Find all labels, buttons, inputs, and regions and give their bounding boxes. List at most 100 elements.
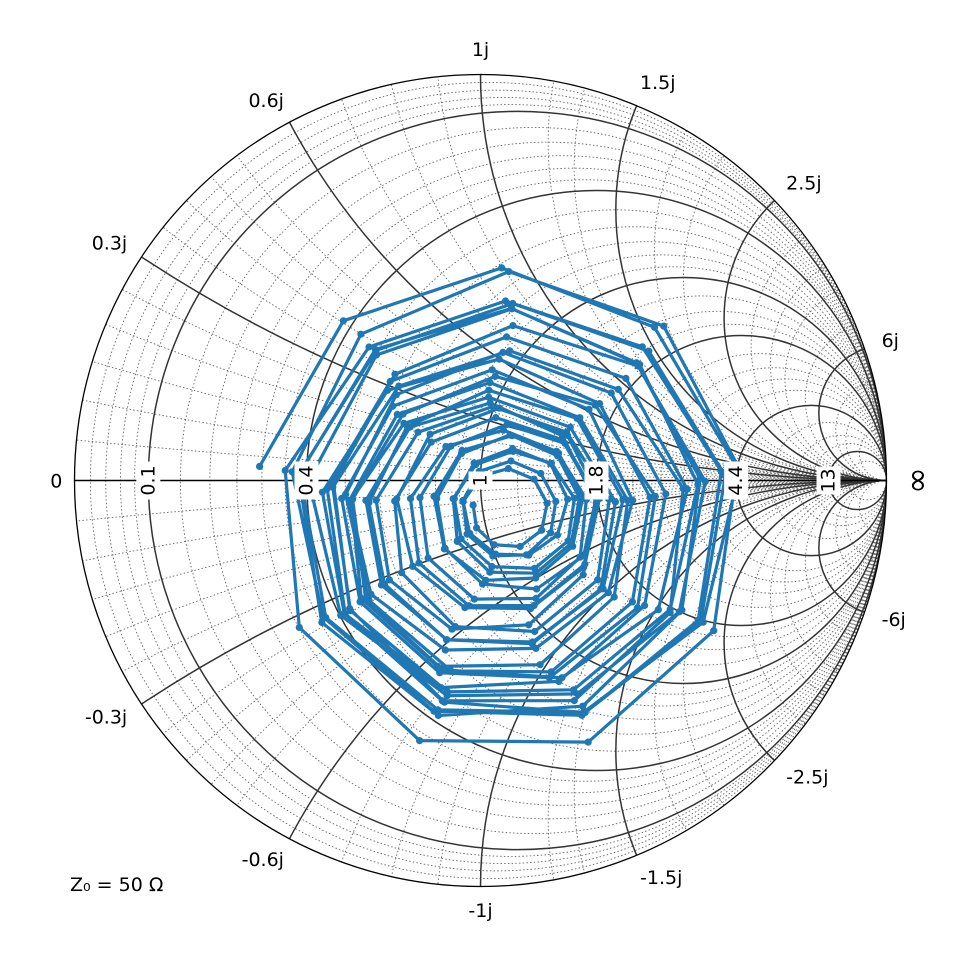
data-point (580, 552, 588, 560)
data-point (675, 608, 683, 616)
data-point (377, 581, 385, 589)
data-point (495, 355, 503, 363)
data-point (450, 495, 458, 503)
data-point (424, 554, 432, 562)
data-point (614, 385, 622, 393)
data-point (488, 403, 497, 411)
data-point (441, 646, 449, 654)
minor-reactance-arc (74, 74, 887, 481)
data-point (437, 684, 445, 692)
data-point (491, 372, 499, 380)
minor-reactance-arc (784, 480, 887, 684)
data-point (384, 386, 392, 394)
resistance-label: 13 (818, 468, 840, 492)
data-point (318, 618, 326, 627)
data-point (660, 322, 668, 330)
data-point (579, 571, 587, 579)
data-point (536, 661, 544, 669)
data-point (697, 618, 705, 626)
reactance-label: 6j (882, 330, 899, 352)
data-point (338, 494, 346, 502)
data-point (451, 623, 459, 631)
data-point (509, 299, 517, 308)
data-point (416, 737, 424, 745)
minor-reactance-arc (835, 480, 887, 583)
data-point (531, 564, 539, 573)
data-point (501, 297, 510, 305)
data-point (357, 330, 365, 338)
data-point (498, 264, 506, 272)
data-point (610, 593, 618, 601)
data-point (434, 662, 442, 671)
data-point (508, 305, 516, 313)
data-point (710, 627, 718, 635)
data-point (459, 498, 467, 506)
minor-reactance-arc (74, 74, 887, 481)
data-point (638, 343, 646, 351)
data-point (318, 488, 326, 496)
data-point (654, 606, 662, 614)
data-point (509, 322, 517, 330)
resistance-label-bg (136, 461, 161, 500)
data-point (347, 496, 355, 504)
data-point (372, 496, 380, 504)
data-point (538, 526, 546, 534)
data-point (443, 688, 452, 696)
data-point (547, 529, 555, 537)
data-point (495, 404, 504, 412)
resistance-label: 1.8 (586, 465, 608, 495)
data-point (406, 494, 415, 503)
data-point (522, 551, 531, 559)
data-point (490, 541, 498, 549)
resistance-label-bg (724, 461, 749, 500)
data-point (406, 423, 414, 431)
data-point (531, 627, 539, 636)
data-point (585, 405, 593, 413)
minor-reactance-arc (654, 74, 887, 481)
data-point (414, 428, 422, 436)
data-point (329, 483, 337, 491)
minor-reactance-arc (434, 74, 887, 481)
reactance-label: 1j (472, 39, 489, 61)
data-point (482, 576, 490, 584)
data-point (633, 604, 642, 612)
data-point (666, 609, 674, 617)
data-point (492, 414, 500, 422)
data-point (591, 401, 600, 409)
data-point (393, 410, 401, 418)
reactance-label: -1.5j (640, 867, 682, 889)
data-point (470, 595, 478, 603)
data-point (505, 268, 513, 276)
minor-reactance-arc (547, 74, 887, 481)
data-point (529, 638, 537, 646)
data-point (694, 480, 702, 489)
data-point (281, 466, 289, 475)
data-point (607, 389, 615, 397)
data-point (628, 598, 637, 606)
data-point (701, 477, 709, 485)
data-point (385, 576, 393, 584)
data-point (504, 464, 512, 473)
reactance-label: -2.5j (786, 766, 828, 788)
data-point (508, 444, 517, 453)
data-point (399, 410, 407, 418)
data-point (389, 402, 397, 410)
minor-reactance-arc (74, 74, 887, 481)
data-point (552, 497, 560, 505)
data-point (340, 609, 348, 618)
resistance-label: 0.1 (137, 465, 159, 495)
data-point (469, 501, 477, 509)
data-point (438, 697, 446, 705)
reactance-label: 1.5j (640, 72, 676, 94)
minor-reactance-arc (74, 480, 887, 887)
minor-reactance-arc (654, 480, 887, 887)
data-point (322, 614, 330, 622)
resistance-label: 0.4 (296, 465, 318, 495)
data-point (391, 370, 399, 378)
data-point (295, 623, 303, 632)
data-point (392, 391, 400, 399)
minor-reactance-arc (573, 74, 887, 481)
data-point (463, 530, 471, 538)
